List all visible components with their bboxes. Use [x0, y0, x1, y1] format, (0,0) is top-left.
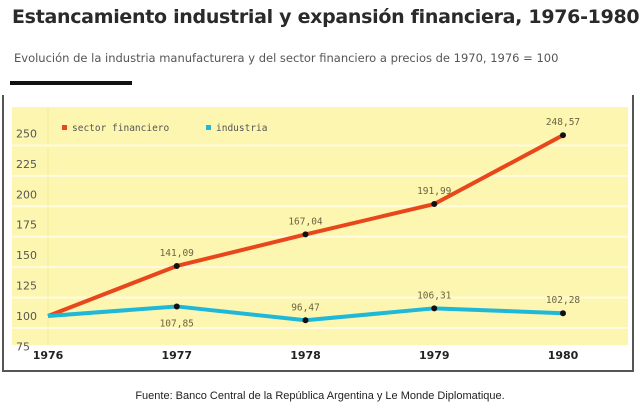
legend-swatch — [206, 125, 211, 130]
y-tick-label: 125 — [16, 280, 37, 293]
data-point — [302, 317, 309, 324]
data-label: 248,57 — [546, 117, 580, 128]
data-label: 102,28 — [546, 295, 581, 306]
data-point — [431, 201, 438, 208]
x-tick-label: 1979 — [419, 349, 450, 362]
data-point — [560, 310, 566, 317]
chart-title: Estancamiento industrial y expansión fin… — [12, 6, 640, 28]
legend-label: industria — [216, 123, 267, 134]
x-tick-label: 1977 — [161, 349, 192, 362]
data-label: 141,09 — [160, 248, 195, 259]
data-label: 191,99 — [417, 186, 452, 197]
y-tick-label: 225 — [16, 158, 37, 171]
x-tick-label: 1978 — [290, 349, 321, 362]
chart-frame — [2, 95, 634, 372]
legend-swatch — [62, 125, 67, 130]
data-label: 96,47 — [291, 302, 320, 313]
source-note: Fuente: Banco Central de la República Ar… — [135, 390, 505, 402]
y-tick-label: 100 — [16, 310, 37, 323]
y-tick-label: 175 — [16, 219, 37, 232]
y-tick-label: 75 — [16, 340, 30, 353]
data-point — [302, 231, 309, 238]
data-label: 107,85 — [160, 318, 194, 329]
chart-subtitle: Evolución de la industria manufacturera … — [14, 51, 559, 65]
x-tick-label: 1976 — [33, 349, 64, 362]
data-point — [560, 132, 566, 139]
data-point — [431, 305, 438, 312]
plot-background — [12, 107, 628, 345]
data-point — [173, 262, 180, 269]
x-tick-label: 1980 — [548, 349, 579, 362]
y-tick-label: 200 — [16, 188, 37, 201]
data-label: 106,31 — [417, 290, 452, 301]
y-tick-label: 250 — [16, 127, 37, 140]
legend-label: sector financiero — [72, 123, 170, 134]
data-point — [173, 303, 180, 310]
title-underline — [10, 81, 132, 85]
data-label: 167,04 — [288, 216, 323, 227]
y-tick-label: 150 — [16, 249, 37, 262]
